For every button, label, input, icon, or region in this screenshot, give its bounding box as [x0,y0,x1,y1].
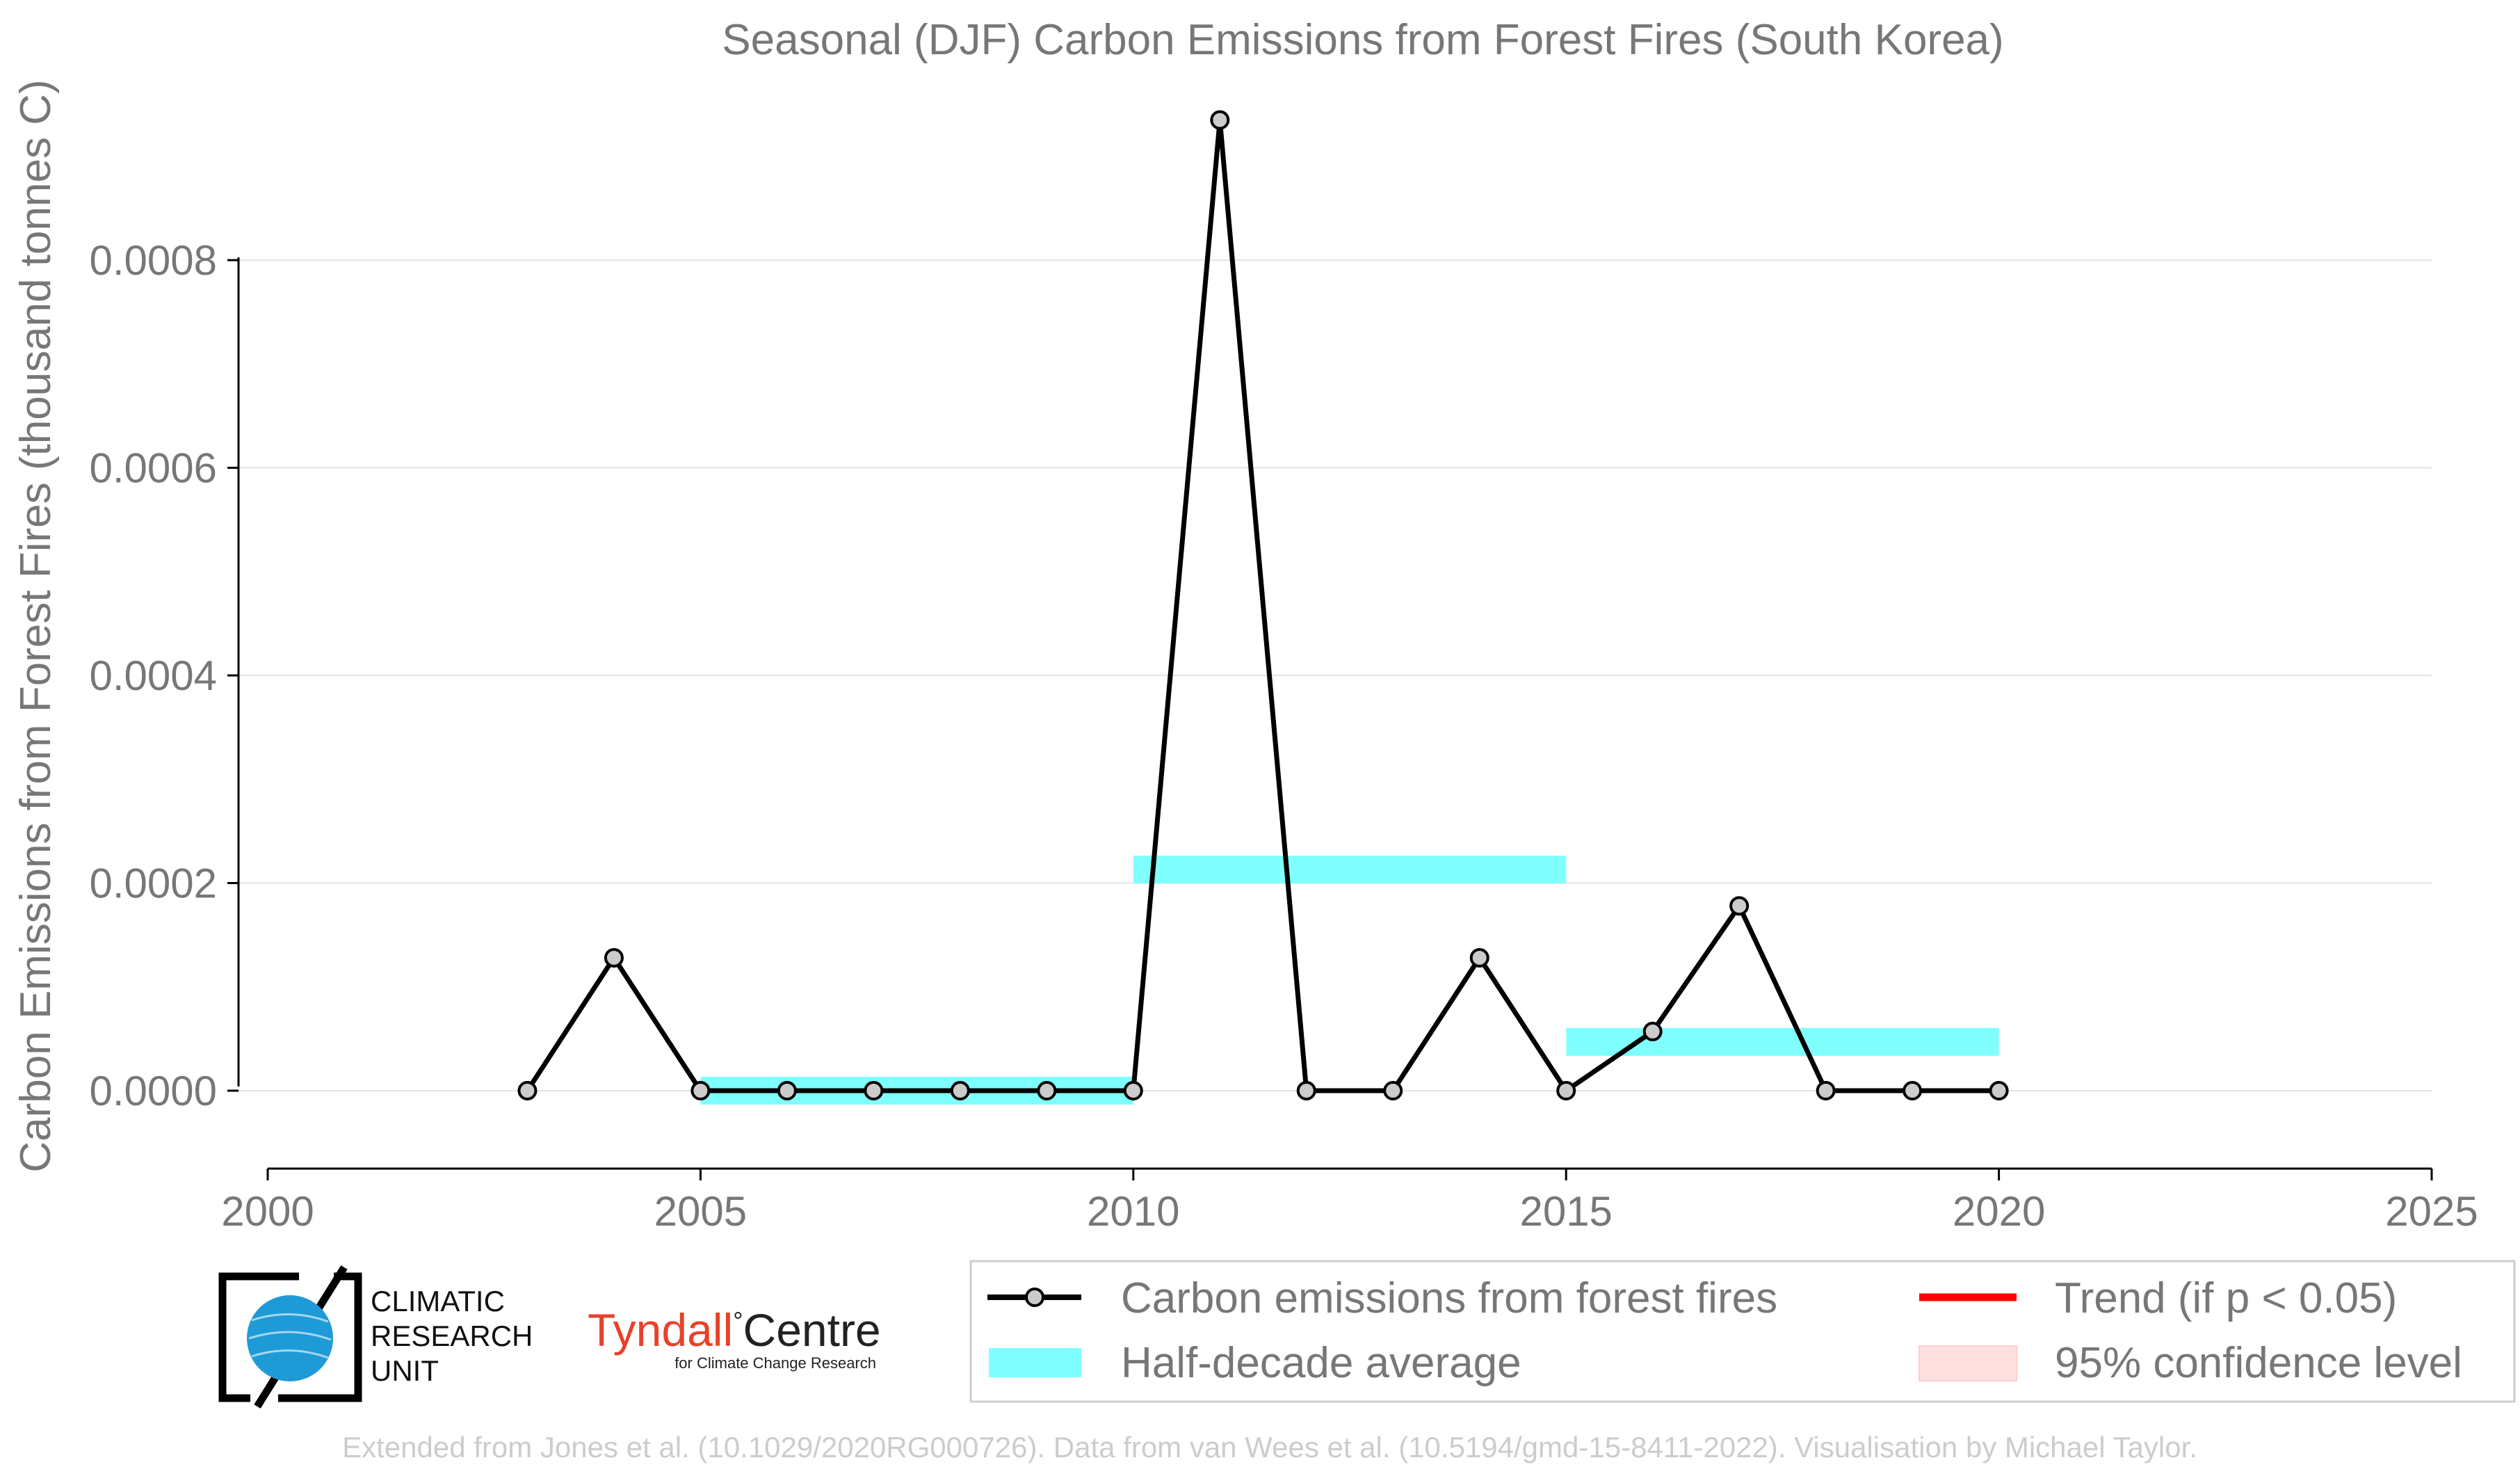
tyndall-centre: Centre [743,1304,881,1356]
data-point [1296,1081,1316,1100]
data-point [864,1081,884,1100]
half-decade-average-bands [700,856,1999,1105]
cru-line2: RESEARCH [371,1320,533,1352]
data-point [1556,1081,1576,1100]
data-point [1642,1021,1663,1041]
half-decade-band [1133,856,1567,884]
legend-label-half-decade: Half-decade average [1121,1339,1521,1387]
data-point [1903,1081,1923,1100]
legend-label-emissions: Carbon emissions from forest fires [1121,1274,1777,1322]
data-point [1989,1081,2009,1100]
legend: Carbon emissions from forest fires Trend… [969,1260,2516,1403]
data-point [1816,1081,1836,1100]
half-decade-band [1566,1027,1999,1056]
y-axis-ticks: 0.0000 0.0002 0.0004 0.0006 0.0008 [89,237,239,1114]
cru-line1: CLIMATIC [371,1285,505,1317]
data-point [690,1081,711,1100]
series-layer [517,110,2009,1100]
cru-bracket-left [218,1272,299,1402]
x-tick-label: 2000 [221,1188,314,1235]
credit-line: Extended from Jones et al. (10.1029/2020… [342,1431,2197,1464]
data-point [1729,896,1750,916]
data-point [950,1081,970,1100]
tyndall-logo: Tyndall°Centre for Climate Change Resear… [588,1304,881,1372]
data-point [604,947,624,968]
data-point [1469,947,1489,968]
legend-swatch-half-decade [989,1348,1081,1377]
legend-marker-emissions [1025,1288,1044,1307]
cru-bracket-right [278,1272,362,1402]
y-tick-label: 0.0004 [89,652,217,699]
data-point [1123,1081,1143,1100]
x-tick-label: 2025 [2385,1188,2478,1235]
x-tick-label: 2020 [1953,1188,2045,1235]
legend-label-confidence: 95% confidence level [2055,1339,2462,1387]
y-tick-label: 0.0006 [89,445,217,492]
x-tick-label: 2010 [1087,1188,1179,1235]
tyndall-name: Tyndall [588,1304,733,1356]
data-point [517,1081,538,1100]
cru-globe-lines-icon [248,1313,332,1359]
y-tick-label: 0.0008 [89,237,217,284]
data-point [777,1081,797,1100]
legend-label-trend: Trend (if p < 0.05) [2055,1274,2397,1322]
x-axis-ticks: 2000 2005 2010 2015 2020 2025 [221,1169,2478,1235]
x-tick-label: 2015 [1519,1188,1612,1235]
y-tick-label: 0.0000 [89,1068,217,1114]
y-axis-title: Carbon Emissions from Forest Fires (thou… [12,79,60,1172]
data-point [1383,1081,1403,1100]
x-tick-label: 2005 [654,1188,747,1235]
tyndall-degree: ° [733,1306,743,1335]
y-tick-label: 0.0002 [89,860,217,907]
grid-lines [239,259,2432,1091]
data-point [1210,110,1230,130]
legend-swatch-confidence [1919,1345,2017,1381]
tyndall-wordmark: Tyndall°Centre [588,1304,881,1356]
legend-box [969,1260,2516,1403]
cru-logo: CLIMATIC RESEARCH UNIT [218,1265,533,1409]
chart-title: Seasonal (DJF) Carbon Emissions from For… [722,16,2003,64]
series-line [525,120,1999,1094]
cru-globe-icon [247,1295,333,1381]
cru-line3: UNIT [371,1354,439,1387]
tyndall-tagline: for Climate Change Research [675,1354,876,1372]
data-point [1037,1081,1057,1100]
